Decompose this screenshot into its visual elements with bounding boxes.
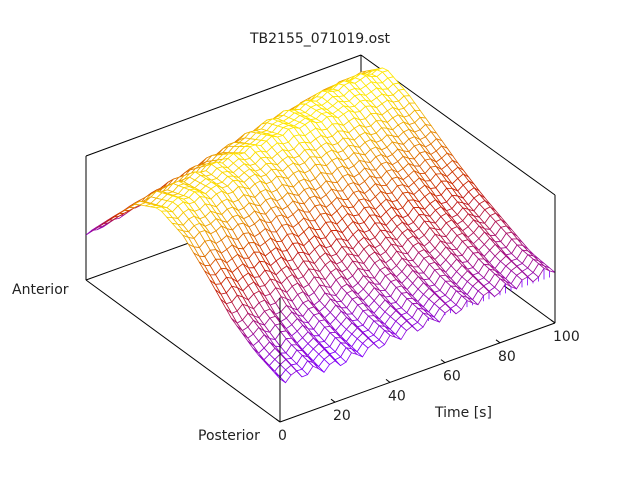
x-axis-label: Time [s]	[434, 405, 492, 421]
time-tick-mark	[276, 419, 280, 422]
time-tick-label: 40	[388, 388, 406, 404]
time-tick-label: 60	[443, 369, 461, 385]
time-tick-mark	[331, 399, 335, 402]
time-tick-mark	[386, 379, 390, 382]
anterior-label: Anterior	[12, 282, 69, 298]
time-tick-label: 100	[553, 329, 580, 345]
posterior-label: Posterior	[198, 428, 260, 444]
surface-mesh	[86, 68, 555, 383]
time-tick-label: 20	[333, 408, 351, 424]
time-tick-label: 0	[278, 428, 287, 444]
time-tick-label: 80	[498, 349, 516, 365]
time-tick-mark	[551, 320, 555, 323]
chart-title: TB2155_071019.ost	[249, 31, 391, 47]
time-tick-mark	[441, 360, 445, 363]
time-tick-mark	[496, 340, 500, 343]
